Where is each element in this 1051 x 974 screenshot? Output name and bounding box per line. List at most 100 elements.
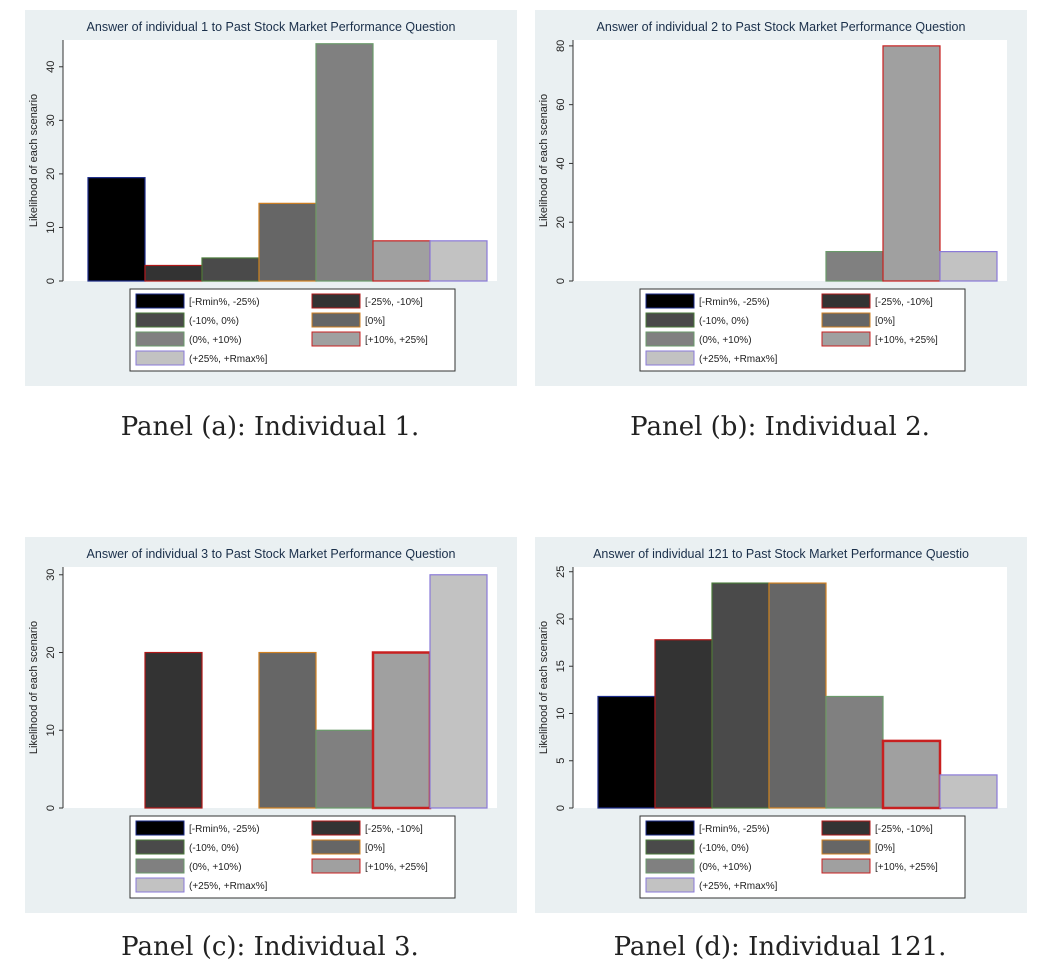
bar-2 — [144, 651, 203, 809]
caption-d: Panel (d): Individual 121. — [613, 932, 947, 962]
legend-label: [-Rmin%, -25%) — [189, 824, 260, 835]
bar-5 — [825, 695, 884, 809]
legend-swatch — [311, 331, 361, 347]
y-tick-label: 20 — [555, 613, 567, 625]
y-tick-label: 40 — [45, 61, 57, 73]
y-tick-label: 10 — [45, 724, 57, 736]
bar-1 — [87, 177, 146, 282]
legend-swatch — [135, 877, 185, 893]
legend-swatch — [645, 350, 695, 366]
bar-4 — [258, 202, 317, 282]
y-tick-label: 20 — [45, 646, 57, 658]
y-tick-label: 10 — [45, 221, 57, 233]
legend-swatch — [821, 858, 871, 874]
bar-4 — [258, 651, 317, 809]
legend-label: [0%] — [365, 316, 385, 327]
y-tick-label: 0 — [45, 805, 57, 811]
legend-label: (-10%, 0%) — [189, 316, 239, 327]
legend-label: (-10%, 0%) — [699, 316, 749, 327]
legend-swatch — [135, 820, 185, 836]
legend-swatch — [135, 293, 185, 309]
legend-label: [-25%, -10%] — [365, 297, 423, 308]
legend-label: (+25%, +Rmax%] — [189, 354, 268, 365]
bar-6 — [371, 651, 432, 810]
legend-swatch — [821, 312, 871, 328]
legend-label: (-10%, 0%) — [699, 843, 749, 854]
legend-label: [-Rmin%, -25%) — [189, 297, 260, 308]
legend-label: [0%] — [875, 316, 895, 327]
chart-panel-d: Answer of individual 121 to Past Stock M… — [535, 537, 1027, 913]
legend-label: [-Rmin%, -25%) — [699, 824, 770, 835]
legend-swatch — [821, 839, 871, 855]
legend-label: [+10%, +25%] — [365, 335, 428, 346]
legend-swatch — [821, 331, 871, 347]
legend-swatch — [645, 858, 695, 874]
caption-b: Panel (b): Individual 2. — [630, 412, 930, 442]
legend-label: (0%, +10%) — [189, 335, 242, 346]
chart-panel-b: Answer of individual 2 to Past Stock Mar… — [535, 10, 1027, 386]
legend-swatch — [645, 331, 695, 347]
y-tick-label: 0 — [555, 805, 567, 811]
legend-label: (0%, +10%) — [699, 335, 752, 346]
chart-d-svg: Answer of individual 121 to Past Stock M… — [538, 547, 1007, 899]
legend-label: (0%, +10%) — [699, 862, 752, 873]
y-tick-label: 10 — [555, 707, 567, 719]
y-tick-label: 5 — [555, 758, 567, 764]
legend-swatch — [135, 858, 185, 874]
legend-swatch — [645, 293, 695, 309]
bar-5 — [825, 251, 884, 282]
bar-5 — [315, 729, 374, 809]
y-tick-label: 40 — [555, 157, 567, 169]
legend-label: [-25%, -10%] — [875, 824, 933, 835]
y-axis-label: Likelihood of each scenario — [28, 94, 40, 227]
y-tick-label: 25 — [555, 566, 567, 578]
legend-swatch — [135, 350, 185, 366]
y-axis-label: Likelihood of each scenario — [28, 621, 40, 754]
bar-2 — [654, 639, 713, 809]
chart-b-svg: Answer of individual 2 to Past Stock Mar… — [538, 20, 1007, 372]
legend-label: [0%] — [365, 843, 385, 854]
legend-swatch — [311, 820, 361, 836]
legend-label: (-10%, 0%) — [189, 843, 239, 854]
legend-swatch — [311, 858, 361, 874]
y-tick-label: 0 — [45, 278, 57, 284]
legend-swatch — [645, 312, 695, 328]
legend-swatch — [135, 312, 185, 328]
chart-title: Answer of individual 3 to Past Stock Mar… — [87, 547, 456, 561]
y-tick-label: 80 — [555, 40, 567, 52]
bar-6 — [882, 45, 941, 282]
chart-panel-c: Answer of individual 3 to Past Stock Mar… — [25, 537, 517, 913]
y-tick-label: 30 — [45, 569, 57, 581]
legend-swatch — [645, 839, 695, 855]
legend-label: (+25%, +Rmax%] — [699, 881, 778, 892]
legend-label: [-25%, -10%] — [875, 297, 933, 308]
legend-label: [-25%, -10%] — [365, 824, 423, 835]
bar-3 — [711, 582, 770, 809]
legend-swatch — [135, 331, 185, 347]
legend-label: [+10%, +25%] — [875, 335, 938, 346]
chart-title: Answer of individual 2 to Past Stock Mar… — [597, 20, 966, 34]
legend-label: [0%] — [875, 843, 895, 854]
bar-2 — [144, 264, 203, 282]
legend-swatch — [135, 839, 185, 855]
legend-label: (+25%, +Rmax%] — [189, 881, 268, 892]
y-tick-label: 20 — [555, 216, 567, 228]
chart-c-svg: Answer of individual 3 to Past Stock Mar… — [28, 547, 497, 899]
legend-swatch — [821, 293, 871, 309]
caption-a: Panel (a): Individual 1. — [120, 412, 420, 442]
legend-label: (+25%, +Rmax%] — [699, 354, 778, 365]
plot-area — [573, 40, 1007, 281]
legend-swatch — [311, 293, 361, 309]
bar-7 — [429, 240, 488, 282]
legend-swatch — [645, 820, 695, 836]
y-tick-label: 0 — [555, 278, 567, 284]
y-tick-label: 30 — [45, 114, 57, 126]
y-axis-label: Likelihood of each scenario — [538, 94, 550, 227]
bar-4 — [768, 582, 827, 809]
y-tick-label: 60 — [555, 99, 567, 111]
legend-swatch — [311, 839, 361, 855]
bar-5 — [315, 43, 374, 282]
bar-7 — [939, 251, 998, 282]
legend-swatch — [311, 312, 361, 328]
chart-panel-a: Answer of individual 1 to Past Stock Mar… — [25, 10, 517, 386]
